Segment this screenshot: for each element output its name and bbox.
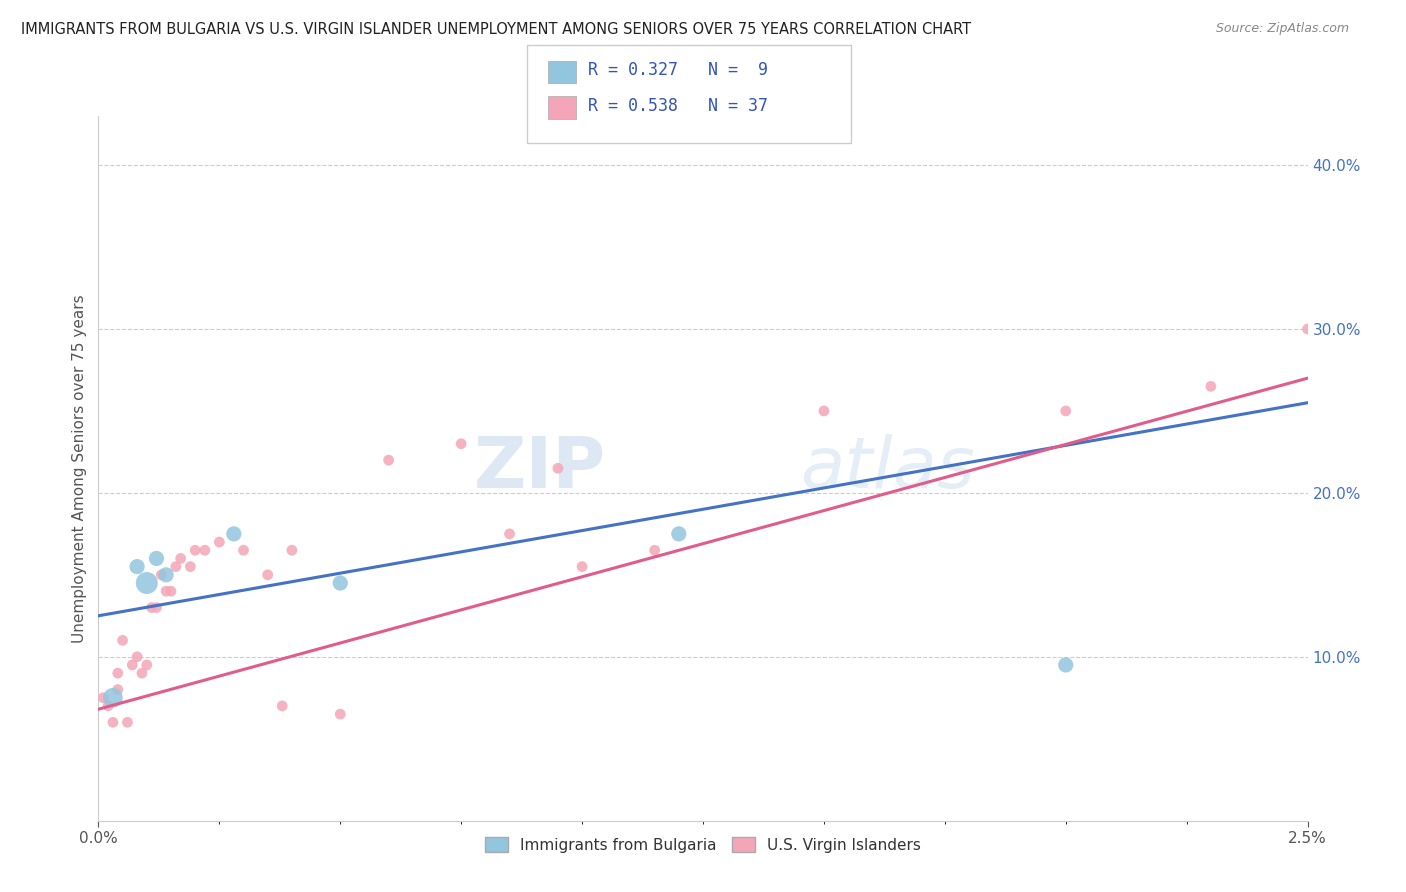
Point (127, 649, 149, 664)
Point (281, 543, 304, 558)
Point (271, 698, 294, 713)
Point (644, 543, 666, 558)
Point (256, 567, 278, 582)
Point (498, 526, 520, 541)
Point (668, 526, 690, 541)
Point (329, 707, 352, 722)
Point (169, 551, 191, 566)
Text: Source: ZipAtlas.com: Source: ZipAtlas.com (1216, 22, 1350, 36)
Point (1054, 657, 1077, 672)
Point (450, 436, 472, 450)
Point (813, 404, 835, 418)
Point (141, 600, 163, 615)
Text: atlas: atlas (800, 434, 974, 503)
Point (117, 715, 139, 730)
Point (160, 584, 183, 599)
Text: R = 0.538   N = 37: R = 0.538 N = 37 (588, 97, 768, 115)
Point (184, 543, 207, 558)
Point (329, 576, 352, 591)
Point (91, 690, 114, 705)
Point (547, 461, 569, 475)
Text: R = 0.327   N =  9: R = 0.327 N = 9 (588, 61, 768, 78)
Point (127, 559, 149, 574)
Point (1296, 322, 1319, 336)
Point (97, 698, 120, 713)
Point (135, 576, 157, 591)
Point (150, 567, 173, 582)
Point (101, 690, 124, 705)
Y-axis label: Unemployment Among Seniors over 75 years: Unemployment Among Seniors over 75 years (72, 294, 87, 642)
Point (179, 559, 201, 574)
Point (232, 543, 254, 558)
Point (135, 657, 157, 672)
Point (377, 453, 399, 467)
Point (571, 559, 593, 574)
Point (121, 657, 143, 672)
Point (1054, 404, 1077, 418)
Point (1199, 379, 1222, 393)
Point (145, 600, 167, 615)
Point (107, 666, 129, 681)
Point (222, 526, 245, 541)
Text: IMMIGRANTS FROM BULGARIA VS U.S. VIRGIN ISLANDER UNEMPLOYMENT AMONG SENIORS OVER: IMMIGRANTS FROM BULGARIA VS U.S. VIRGIN … (21, 22, 972, 37)
Point (165, 559, 187, 574)
Point (155, 567, 177, 582)
Text: ZIP: ZIP (474, 434, 606, 503)
Point (101, 715, 124, 730)
Point (107, 682, 129, 697)
Legend: Immigrants from Bulgaria, U.S. Virgin Islanders: Immigrants from Bulgaria, U.S. Virgin Is… (479, 830, 927, 859)
Point (111, 633, 134, 648)
Point (208, 535, 231, 549)
Point (145, 551, 167, 566)
Point (155, 584, 177, 599)
Point (194, 543, 217, 558)
Point (131, 666, 153, 681)
